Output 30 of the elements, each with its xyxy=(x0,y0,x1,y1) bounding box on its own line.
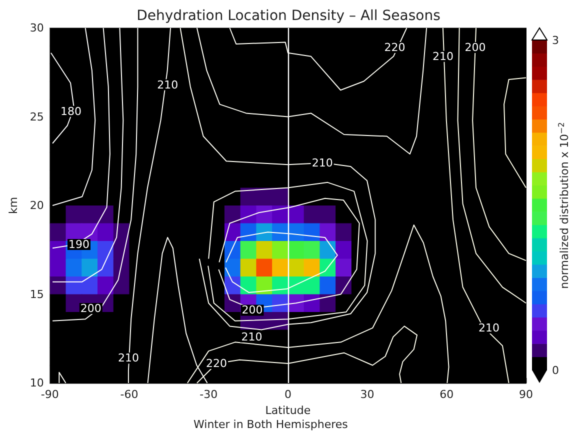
y-tick-label: 25 xyxy=(30,110,44,124)
color-bar-label: 0 xyxy=(552,364,559,377)
x-tick-label: 90 xyxy=(519,388,533,401)
annotation: 180 xyxy=(60,104,82,118)
annotation: 200 xyxy=(242,304,263,317)
annotation: 210 xyxy=(241,330,262,344)
annotation: 190 xyxy=(68,238,90,252)
annotation: 200 xyxy=(464,41,486,54)
color-bar-label: 3 xyxy=(552,34,559,47)
x-axis-title: Latitude xyxy=(265,404,311,417)
annotation: 220 xyxy=(384,41,406,54)
x-tick-label: 30 xyxy=(360,388,374,401)
annotation: 200 xyxy=(80,302,102,315)
x-tick-label: -90 xyxy=(40,388,59,401)
x-tick-label: -60 xyxy=(120,388,138,401)
y-tick-label: 20 xyxy=(30,199,44,212)
y-tick-label: 15 xyxy=(30,288,44,301)
x-tick-label: -30 xyxy=(200,388,218,401)
y-axis-title: km xyxy=(7,196,20,214)
annotation: 210 xyxy=(478,321,500,334)
x-tick-label: 0 xyxy=(284,388,292,401)
y-tick-label: 30 xyxy=(30,22,44,34)
x-tick-label: 60 xyxy=(440,388,454,401)
annotation: 210 xyxy=(312,156,333,170)
text: Winter in Both Hemispheres xyxy=(194,418,348,431)
chart-title: Dehydration Location Density – All Seasons xyxy=(136,8,440,24)
annotation: 210 xyxy=(157,78,178,92)
y-tick-label: 10 xyxy=(30,376,44,390)
annotation: 210 xyxy=(118,352,139,365)
annotation: 210 xyxy=(432,50,454,63)
